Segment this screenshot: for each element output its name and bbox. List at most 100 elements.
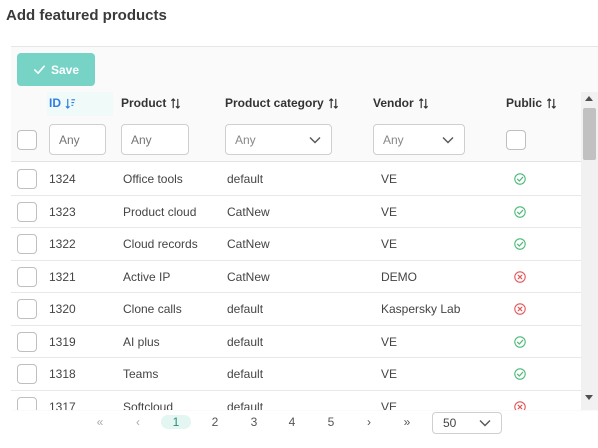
first-page-button[interactable]: «	[96, 415, 104, 429]
cell-product: Active IP	[123, 269, 171, 284]
cell-vendor: Kaspersky Lab	[381, 302, 461, 316]
cell-vendor: VE	[381, 334, 398, 349]
select-all-checkbox[interactable]	[17, 130, 37, 150]
id-filter-input[interactable]	[49, 124, 106, 155]
last-page-button[interactable]: »	[403, 415, 411, 429]
scrollbar-thumb[interactable]	[583, 108, 596, 160]
cell-id: 1321	[49, 269, 76, 284]
page-button-5[interactable]: 5	[327, 415, 335, 429]
next-page-button[interactable]: ›	[367, 415, 371, 429]
page-button-4[interactable]: 4	[288, 415, 296, 429]
column-header-category-label: Product category	[225, 96, 324, 110]
row-checkbox[interactable]	[17, 396, 37, 410]
column-header-id-label: ID	[49, 96, 61, 110]
cell-category: default	[227, 302, 264, 316]
cell-vendor: VE	[381, 399, 398, 411]
row-checkbox[interactable]	[17, 201, 37, 222]
column-header-id[interactable]: ID	[49, 96, 76, 110]
sort-icon	[546, 97, 557, 109]
table-header: ID Product Product category Vendor Publi…	[11, 92, 581, 116]
table-row[interactable]: 1317 Softcloud default VE	[11, 390, 581, 411]
prev-page-button[interactable]: ‹	[136, 415, 140, 429]
column-header-product-label: Product	[121, 96, 167, 110]
public-check-icon	[514, 173, 526, 185]
pagination: « ‹ 1 2 3 4 5 › » 50	[0, 412, 598, 434]
page-button-2[interactable]: 2	[211, 415, 219, 429]
cell-product: AI plus	[123, 334, 160, 349]
sort-desc-icon	[65, 98, 76, 109]
public-check-icon	[514, 335, 526, 348]
cell-category: default	[227, 172, 264, 186]
vendor-filter-select[interactable]: Any	[373, 124, 465, 155]
cell-id: 1324	[49, 172, 76, 186]
cell-product: Softcloud	[123, 399, 174, 411]
sort-icon	[171, 97, 181, 109]
public-check-icon	[514, 238, 526, 250]
column-header-product[interactable]: Product	[121, 96, 181, 110]
column-header-public[interactable]: Public	[506, 96, 557, 110]
product-filter-input[interactable]	[121, 124, 189, 155]
id-header-highlight	[47, 92, 113, 116]
row-checkbox[interactable]	[17, 234, 37, 254]
table-row[interactable]: 1323 Product cloud CatNew VE	[11, 195, 581, 228]
row-checkbox[interactable]	[17, 364, 37, 384]
not-public-x-icon	[514, 303, 526, 315]
cell-category: CatNew	[227, 237, 270, 251]
save-button[interactable]: Save	[17, 53, 95, 86]
vendor-filter-value: Any	[383, 132, 404, 147]
chevron-down-icon	[309, 136, 321, 143]
scroll-up-arrow[interactable]	[585, 96, 593, 101]
cell-id: 1318	[49, 367, 76, 381]
public-filter-checkbox[interactable]	[506, 130, 526, 150]
page-size-value: 50	[443, 416, 457, 430]
cell-id: 1319	[49, 334, 76, 349]
sort-icon	[418, 97, 428, 109]
cell-vendor: VE	[381, 204, 398, 219]
category-filter-select[interactable]: Any	[225, 124, 332, 155]
cell-category: default	[227, 334, 264, 349]
cell-id: 1320	[49, 302, 76, 316]
row-checkbox[interactable]	[17, 299, 37, 319]
table-row[interactable]: 1318 Teams default VE	[11, 358, 581, 391]
cell-id: 1322	[49, 237, 76, 251]
table-row[interactable]: 1321 Active IP CatNew DEMO	[11, 260, 581, 293]
public-check-icon	[514, 368, 526, 380]
page-button-3[interactable]: 3	[250, 415, 258, 429]
public-check-icon	[514, 205, 526, 218]
cell-category: CatNew	[227, 204, 270, 219]
table-row[interactable]: 1319 AI plus default VE	[11, 325, 581, 358]
row-checkbox[interactable]	[17, 266, 37, 287]
cell-product: Cloud records	[123, 237, 198, 251]
cell-category: CatNew	[227, 269, 270, 284]
row-checkbox[interactable]	[17, 331, 37, 352]
column-header-category[interactable]: Product category	[225, 96, 339, 110]
table-row[interactable]: 1324 Office tools default VE	[11, 163, 581, 196]
table-row[interactable]: 1320 Clone calls default Kaspersky Lab	[11, 293, 581, 326]
cell-category: default	[227, 367, 264, 381]
column-header-vendor-label: Vendor	[373, 96, 414, 110]
not-public-x-icon	[514, 270, 526, 283]
category-filter-value: Any	[235, 132, 256, 147]
page-size-select[interactable]: 50	[432, 412, 502, 434]
sort-icon	[328, 97, 338, 109]
cell-product: Clone calls	[123, 302, 182, 316]
cell-id: 1317	[49, 399, 76, 411]
cell-vendor: DEMO	[381, 269, 417, 284]
filter-row: Any Any	[11, 116, 581, 162]
chevron-down-icon	[479, 420, 491, 427]
save-label: Save	[50, 62, 80, 77]
table-row[interactable]: 1322 Cloud records CatNew VE	[11, 228, 581, 261]
column-header-vendor[interactable]: Vendor	[373, 96, 429, 110]
cell-product: Office tools	[123, 172, 183, 186]
vertical-scrollbar[interactable]	[581, 92, 598, 410]
page-title: Add featured products	[6, 7, 167, 24]
products-table: ID Product Product category Vendor Publi…	[11, 92, 581, 410]
cell-id: 1323	[49, 204, 76, 219]
scroll-down-arrow[interactable]	[585, 395, 593, 400]
cell-product: Product cloud	[123, 204, 197, 219]
cell-vendor: VE	[381, 237, 398, 251]
cell-product: Teams	[123, 367, 159, 381]
row-checkbox[interactable]	[17, 169, 37, 189]
page-button-1[interactable]: 1	[161, 415, 191, 429]
cell-vendor: VE	[381, 172, 398, 186]
